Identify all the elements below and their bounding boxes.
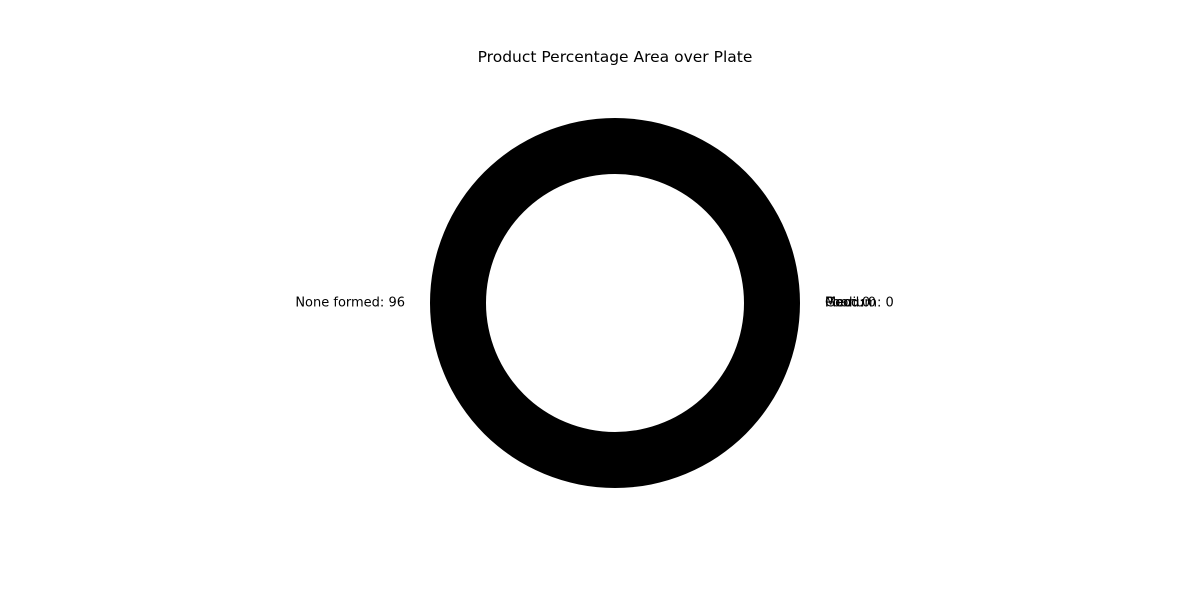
slice-label-medium: Medium: 0 [825, 296, 894, 311]
slice-label-poor: Poor: 0 [825, 296, 870, 311]
donut-slice-none-formed [430, 118, 800, 488]
slice-label-good: Good: 0 [825, 296, 876, 311]
chart-title: Product Percentage Area over Plate [477, 48, 753, 66]
slice-label-none-formed: None formed: 96 [295, 296, 405, 311]
